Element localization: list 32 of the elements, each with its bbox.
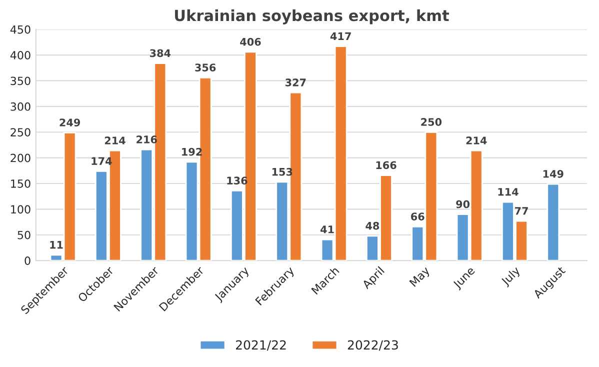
data-label: 41 — [320, 226, 334, 234]
y-tick-label: 50 — [18, 230, 30, 240]
y-tick-label: 250 — [10, 128, 30, 136]
data-label: 48 — [366, 222, 380, 230]
data-label: 250 — [421, 118, 442, 126]
y-tick-label: 150 — [11, 179, 30, 188]
data-label: 11 — [50, 240, 63, 249]
y-tick-label: 0 — [24, 256, 30, 265]
data-label: 249 — [60, 118, 80, 126]
data-label: 66 — [411, 212, 424, 220]
y-tick-label: 400 — [10, 51, 30, 60]
data-label: 77 — [514, 207, 528, 215]
data-label: 166 — [376, 161, 396, 170]
data-label: 356 — [195, 64, 216, 72]
data-label: 114 — [498, 188, 518, 196]
data-label: 214 — [104, 136, 126, 144]
y-tick-label: 350 — [10, 76, 30, 86]
data-label: 90 — [456, 200, 470, 208]
bar — [546, 183, 560, 261]
y-tick-label: 200 — [10, 154, 30, 162]
data-label: 406 — [240, 38, 261, 46]
data-label: 417 — [330, 32, 351, 40]
y-tick-label: 100 — [11, 205, 30, 214]
legend-label: 2021/22 — [236, 340, 286, 351]
legend-label: 2022/23 — [348, 340, 398, 351]
chart-title: Ukrainian soybeans export, kmt — [175, 9, 449, 24]
data-label: 214 — [466, 136, 487, 144]
data-label: 149 — [543, 170, 564, 178]
y-tick-label: 300 — [10, 102, 30, 111]
y-tick-label: 450 — [10, 25, 30, 34]
data-label: 384 — [150, 49, 171, 58]
data-label: 327 — [285, 78, 306, 86]
